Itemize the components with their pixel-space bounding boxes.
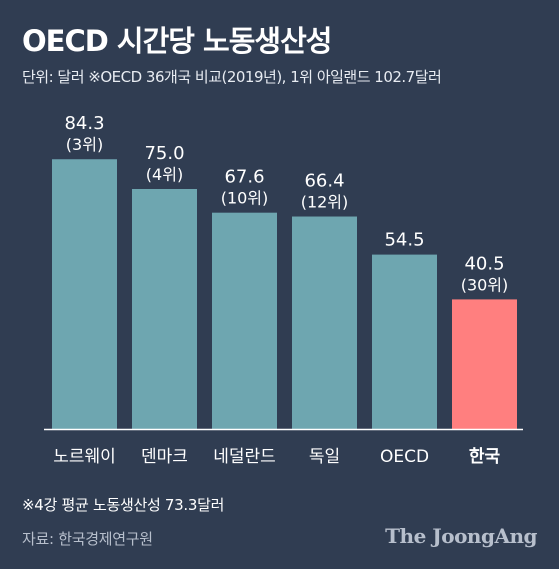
value-label-1: 84.3	[64, 113, 104, 134]
rank-label-2: (4위)	[146, 165, 183, 184]
bar-4	[292, 216, 357, 429]
value-label-6: 40.5	[464, 253, 504, 274]
bar-6	[452, 299, 517, 429]
bar-2	[132, 189, 197, 429]
chart-title: OECD 시간당 노동생산성	[22, 24, 332, 58]
category-label-4: 독일	[309, 447, 340, 467]
category-label-2: 덴마크	[141, 447, 188, 467]
rank-label-3: (10위)	[221, 189, 269, 208]
rank-label-1: (3위)	[66, 135, 103, 154]
bar-5	[372, 254, 437, 429]
value-label-4: 66.4	[304, 171, 344, 192]
value-label-5: 54.5	[384, 230, 424, 251]
publisher-logo: The JoongAng	[385, 524, 537, 548]
bar-1	[52, 159, 117, 430]
category-label-1: 노르웨이	[53, 447, 116, 467]
source-text: 자료: 한국경제연구원	[22, 530, 153, 548]
chart-subtitle: 단위: 달러 ※OECD 36개국 비교(2019년), 1위 아일랜드 102…	[22, 68, 442, 86]
category-label-5: OECD	[380, 447, 429, 467]
footnote: ※4강 평균 노동생산성 73.3달러	[22, 496, 225, 514]
category-label-6: 한국	[469, 447, 501, 467]
value-label-2: 75.0	[144, 143, 184, 164]
rank-label-6: (30위)	[461, 275, 509, 294]
bar-3	[212, 212, 277, 429]
rank-label-4: (12위)	[301, 193, 349, 212]
value-label-3: 67.6	[224, 167, 264, 188]
bar-chart: 84.3(3위) 노르웨이 75.0(4위) 덴마크 67.6(10위) 네덜란드 66.4…	[44, 113, 523, 467]
category-label-3: 네덜란드	[213, 447, 276, 467]
